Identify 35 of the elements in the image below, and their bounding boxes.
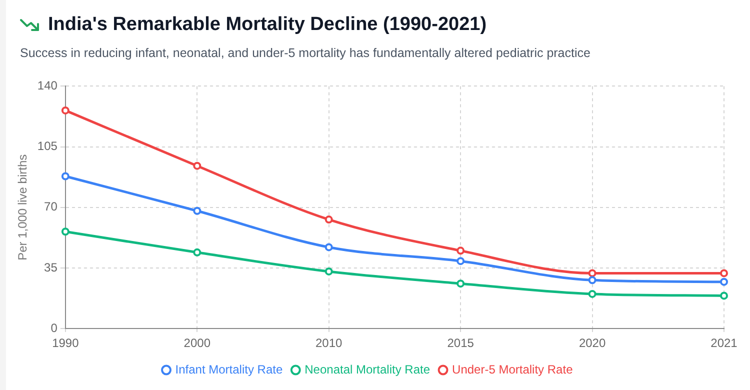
- point: [456, 257, 465, 266]
- point: [720, 278, 728, 286]
- y-tick-label: 0: [50, 320, 58, 335]
- point: [193, 248, 202, 256]
- y-axis-title: Per 1,000 live births: [16, 154, 30, 260]
- x-tick-label: 2021: [710, 336, 738, 350]
- point: [61, 228, 70, 236]
- x-tick-label: 2015: [447, 336, 474, 350]
- point: [61, 172, 70, 180]
- point: [61, 106, 70, 114]
- point: [720, 292, 728, 300]
- y-tick-label: 140: [37, 78, 58, 93]
- point: [193, 162, 202, 170]
- x-tick-label: 2010: [316, 336, 343, 350]
- point: [324, 267, 333, 276]
- point: [588, 269, 596, 278]
- x-tick-label: 2020: [578, 336, 606, 350]
- x-tick-label: 1990: [52, 336, 80, 350]
- y-tick-label: 35: [44, 260, 58, 274]
- chart-subtitle: Success in reducing infant, neonatal, and under-5 mortality has fundamentally altered pediatric practice: [20, 46, 590, 60]
- x-tick-label: 2000: [184, 336, 211, 350]
- point: [324, 243, 333, 252]
- point: [456, 280, 465, 288]
- legend-label: Under-5 Mortality Rate: [452, 362, 574, 376]
- point: [588, 290, 596, 298]
- legend-label: Infant Mortality Rate: [175, 362, 283, 376]
- point: [193, 206, 202, 215]
- y-tick-label: 70: [44, 200, 58, 214]
- y-tick-label: 105: [37, 139, 58, 154]
- legend-label: Neonatal Mortality Rate: [304, 362, 430, 376]
- point: [588, 276, 596, 284]
- point: [456, 246, 465, 255]
- chart-title: India's Remarkable Mortality Decline (1990-2021): [48, 14, 487, 36]
- point: [324, 216, 333, 224]
- point: [720, 269, 728, 278]
